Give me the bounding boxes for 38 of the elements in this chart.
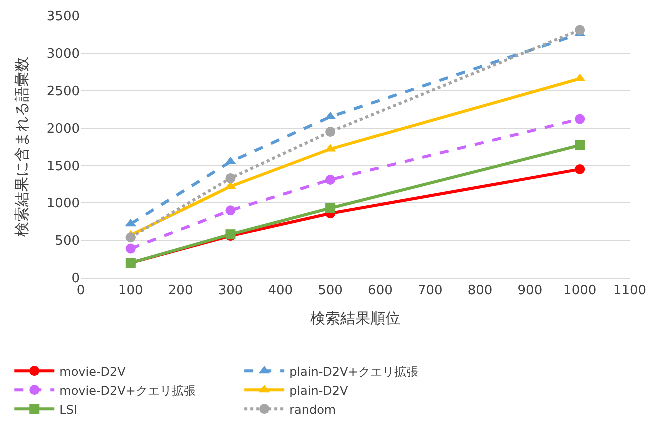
y-tick-label: 2500 — [46, 84, 80, 100]
point — [226, 173, 236, 184]
x-tick-label: 600 — [368, 284, 393, 299]
x-tick-label: 300 — [218, 284, 244, 299]
point — [326, 174, 336, 185]
legend-label: movie-D2V+クエリ拡張 — [60, 384, 196, 398]
x-axis-title: 検索結果順位 — [310, 310, 400, 328]
legend-label: movie-D2V — [60, 364, 127, 379]
point — [575, 164, 586, 174]
point — [226, 206, 236, 216]
x-tick-label: 700 — [418, 284, 443, 299]
x-tick-label: 500 — [318, 284, 343, 299]
y-tick-label: 500 — [55, 234, 80, 250]
x-tick-label: 400 — [268, 284, 294, 299]
legend-label: random — [290, 402, 336, 417]
point — [126, 244, 136, 254]
point — [575, 140, 586, 150]
point — [575, 114, 586, 124]
legend-label: plain-D2V+クエリ拡張 — [290, 364, 418, 379]
y-axis-title: 検索結果に含まれる語彙数 — [13, 57, 32, 237]
x-tick-label: 1000 — [564, 284, 597, 299]
legend-label: LSI — [60, 402, 78, 417]
x-tick-label: 800 — [468, 284, 493, 299]
point — [326, 127, 336, 138]
y-tick-label: 2000 — [46, 122, 80, 137]
y-tick-label: 1500 — [46, 159, 80, 174]
point — [575, 25, 586, 36]
point — [326, 203, 336, 214]
legend-label: plain-D2V — [290, 384, 350, 398]
x-tick-label: 100 — [118, 284, 144, 299]
x-tick-label: 1100 — [613, 284, 647, 299]
point — [126, 232, 136, 243]
y-tick-label: 0 — [72, 272, 80, 287]
y-tick-label: 1000 — [46, 196, 80, 212]
y-tick-label: 3000 — [46, 46, 80, 62]
x-tick-label: 200 — [168, 284, 194, 299]
y-tick-label: 3500 — [46, 10, 80, 25]
x-tick-label: 900 — [518, 284, 543, 299]
